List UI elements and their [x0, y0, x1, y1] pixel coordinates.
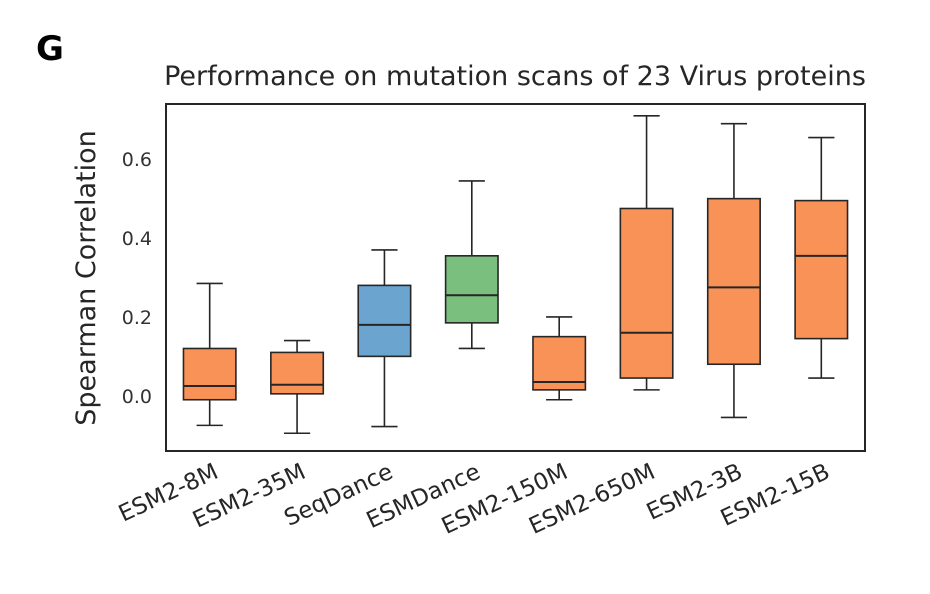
box-esm2-15b	[794, 136, 849, 379]
box-esm2-3b	[706, 122, 761, 419]
box-esm2-8m	[182, 282, 237, 427]
iqr-box	[619, 207, 674, 379]
iqr-box	[182, 347, 237, 401]
box-esm2-35m	[270, 339, 325, 435]
box-esmdance	[444, 180, 499, 350]
y-tick-label: 0.0	[122, 386, 152, 408]
chart-title: Performance on mutation scans of 23 Viru…	[164, 61, 866, 92]
iqr-box	[444, 255, 499, 324]
plot-area: 0.00.20.40.6ESM2-8MESM2-35MSeqDanceESMDa…	[115, 115, 849, 540]
plot-frame	[165, 103, 866, 452]
y-tick-label: 0.4	[122, 228, 152, 250]
iqr-box	[706, 197, 761, 366]
box-seqdance	[357, 249, 412, 428]
box-esm2-650m	[619, 115, 674, 391]
y-tick-label: 0.6	[122, 149, 152, 171]
y-axis-label: Spearman Correlation	[71, 130, 102, 425]
iqr-box	[794, 199, 849, 340]
y-tick-label: 0.2	[122, 307, 152, 329]
iqr-box	[357, 284, 412, 358]
panel-label: G	[36, 29, 64, 69]
iqr-box	[270, 351, 325, 395]
box-esm2-150m	[532, 316, 587, 401]
